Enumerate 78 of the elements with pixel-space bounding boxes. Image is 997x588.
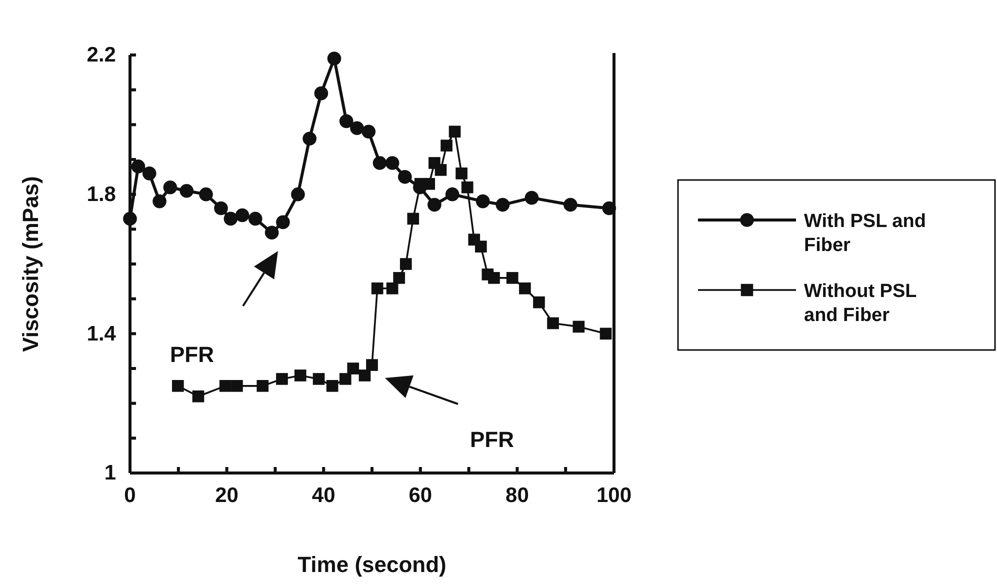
point bbox=[386, 282, 398, 294]
point bbox=[423, 178, 436, 190]
point bbox=[256, 380, 269, 392]
point bbox=[488, 272, 500, 284]
point bbox=[192, 390, 204, 402]
point bbox=[524, 190, 539, 205]
point bbox=[142, 166, 156, 180]
point bbox=[350, 121, 364, 136]
point bbox=[302, 132, 316, 146]
y-axis-title: Viscosity (mPas) bbox=[18, 176, 43, 352]
x-tick-label: 80 bbox=[506, 484, 529, 507]
point bbox=[434, 164, 447, 176]
point bbox=[264, 226, 279, 240]
point bbox=[180, 184, 194, 198]
point bbox=[327, 52, 342, 66]
point bbox=[600, 328, 612, 340]
y-tick-label: 1 bbox=[104, 462, 116, 485]
point bbox=[456, 168, 468, 180]
annotation: PFR bbox=[170, 342, 214, 367]
y-tick-label: 1.4 bbox=[86, 322, 116, 346]
point bbox=[291, 187, 305, 202]
y-tick-label: 2.2 bbox=[86, 44, 116, 67]
y-tick-label: 1.8 bbox=[86, 183, 116, 206]
point bbox=[294, 370, 306, 382]
point bbox=[506, 272, 518, 284]
x-axis-title: Time (second) bbox=[298, 552, 446, 577]
point bbox=[235, 208, 250, 222]
point bbox=[347, 362, 360, 374]
point bbox=[276, 373, 288, 385]
point bbox=[547, 317, 559, 330]
point bbox=[476, 194, 490, 208]
point bbox=[248, 212, 262, 226]
point bbox=[385, 156, 400, 170]
point bbox=[519, 282, 531, 294]
point bbox=[533, 296, 545, 308]
point bbox=[199, 187, 213, 202]
point bbox=[445, 187, 460, 202]
point bbox=[461, 181, 474, 194]
point bbox=[496, 198, 510, 212]
point bbox=[231, 380, 243, 392]
x-tick-label: 40 bbox=[312, 484, 336, 507]
point bbox=[219, 380, 232, 392]
point bbox=[339, 114, 354, 128]
point bbox=[371, 282, 384, 294]
point bbox=[407, 212, 420, 225]
point bbox=[398, 170, 412, 184]
text: With PSL and Fiber bbox=[804, 211, 926, 256]
point bbox=[366, 359, 378, 371]
point bbox=[372, 156, 387, 170]
point bbox=[362, 124, 376, 139]
point bbox=[339, 373, 352, 385]
point bbox=[602, 201, 616, 216]
point bbox=[123, 212, 137, 226]
point bbox=[400, 258, 412, 270]
text: Without PSL and Fiber bbox=[804, 281, 918, 326]
point bbox=[448, 126, 461, 138]
point bbox=[474, 240, 487, 252]
point bbox=[312, 373, 325, 385]
annotation: PFR bbox=[470, 427, 514, 452]
point bbox=[326, 380, 338, 392]
point bbox=[214, 201, 228, 216]
x-tick-label: 100 bbox=[596, 484, 632, 507]
point bbox=[131, 160, 146, 174]
point bbox=[572, 320, 585, 333]
point bbox=[172, 380, 184, 392]
point bbox=[564, 198, 578, 212]
point bbox=[428, 198, 442, 212]
point bbox=[276, 215, 290, 230]
point bbox=[152, 194, 166, 208]
point bbox=[163, 180, 178, 194]
point bbox=[224, 212, 238, 226]
point bbox=[393, 272, 406, 284]
point bbox=[358, 370, 371, 382]
x-tick-label: 20 bbox=[215, 484, 238, 507]
point bbox=[440, 140, 452, 152]
x-tick-label: 0 bbox=[124, 484, 136, 507]
x-tick-label: 60 bbox=[408, 484, 432, 507]
point bbox=[314, 86, 328, 100]
